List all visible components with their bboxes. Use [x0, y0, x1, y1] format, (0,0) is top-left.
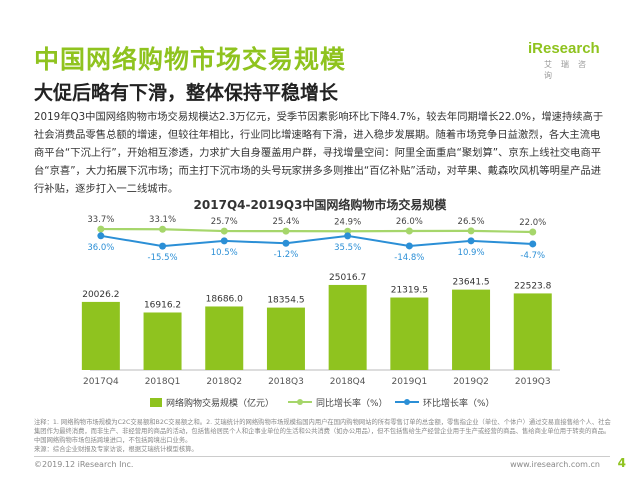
yoy-label-2017Q4: 33.7% [87, 215, 114, 225]
yoy-label-2018Q2: 25.7% [211, 217, 238, 227]
bar-label-2017Q4: 20026.2 [82, 290, 119, 300]
legend-label-bar: 网络购物交易规模（亿元） [166, 397, 274, 409]
qoq-label-2018Q3: -1.2% [274, 250, 299, 260]
bar-label-2019Q1: 21319.5 [391, 286, 428, 296]
yoy-label-2018Q4: 24.9% [334, 217, 361, 227]
qoq-point-2018Q1 [159, 242, 167, 250]
bar-2019Q3 [513, 293, 552, 370]
x-tick-2019Q1: 2019Q1 [391, 377, 427, 387]
qoq-line [100, 234, 533, 248]
qoq-point-2019Q3 [529, 240, 537, 248]
yoy-point-2019Q1 [405, 227, 413, 235]
qoq-label-2018Q2: 10.5% [211, 248, 238, 258]
footer-copyright: ©2019.12 iResearch Inc. [34, 460, 134, 469]
bar-2018Q1 [143, 312, 182, 370]
legend-label-qoq: 环比增长率（%） [423, 397, 495, 409]
x-tick-2017Q4: 2017Q4 [83, 377, 119, 387]
footer-url: www.iresearch.com.cn [510, 460, 600, 469]
notes-text: 注释：1. 网络购物市场规模为C2C交易额和B2C交易额之和。2. 艾瑞统计的网… [34, 419, 611, 444]
bar-2018Q3 [266, 307, 305, 370]
bar-2018Q2 [205, 306, 244, 370]
bar-label-2018Q4: 25016.7 [329, 273, 366, 283]
x-tick-2019Q2: 2019Q2 [453, 377, 489, 387]
bar-label-2018Q2: 18686.0 [206, 294, 243, 304]
yoy-line [100, 227, 533, 234]
legend-label-yoy: 同比增长率（%） [316, 397, 388, 409]
page-title: 中国网络购物市场交易规模 [34, 45, 347, 74]
qoq-point-2017Q4 [97, 232, 105, 240]
qoq-point-2018Q4 [344, 232, 352, 240]
yoy-point-2019Q3 [529, 228, 537, 236]
qoq-label-2019Q3: -4.7% [520, 251, 545, 261]
x-tick-2018Q3: 2018Q3 [268, 377, 304, 387]
logo-cn: 艾瑞咨询 [544, 60, 595, 80]
qoq-point-2018Q3 [282, 239, 290, 247]
chart-title: 2017Q4-2019Q3中国网络购物市场交易规模 [193, 198, 447, 212]
yoy-point-2018Q2 [220, 227, 228, 235]
bar-label-2019Q2: 23641.5 [452, 278, 489, 288]
qoq-label-2019Q2: 10.9% [458, 248, 485, 258]
notes: 注释：1. 网络购物市场规模为C2C交易额和B2C交易额之和。2. 艾瑞统计的网… [34, 418, 614, 454]
logo-brand: iResearch [528, 40, 600, 57]
bar-2017Q4 [81, 301, 120, 370]
x-tick-2018Q2: 2018Q2 [206, 377, 242, 387]
legend-swatch-bar [150, 398, 162, 407]
yoy-point-2018Q3 [282, 227, 290, 235]
qoq-label-2017Q4: 36.0% [87, 243, 114, 253]
yoy-point-2019Q2 [467, 227, 475, 235]
yoy-point-2018Q1 [159, 225, 167, 233]
qoq-point-2018Q2 [220, 237, 228, 245]
yoy-point-2017Q4 [97, 225, 105, 233]
page-subtitle: 大促后略有下滑，整体保持平稳增长 [34, 82, 339, 104]
summary-paragraph: 2019年Q3中国网络购物市场交易规模达2.3万亿元，受季节因素影响环比下降4.… [34, 111, 604, 195]
bar-label-2018Q3: 18354.5 [267, 296, 304, 306]
qoq-label-2018Q1: -15.5% [148, 253, 178, 263]
yoy-label-2019Q3: 22.0% [519, 218, 546, 228]
qoq-point-2019Q2 [467, 237, 475, 245]
x-tick-2018Q1: 2018Q1 [145, 377, 181, 387]
qoq-label-2019Q1: -14.8% [394, 253, 424, 263]
yoy-label-2019Q1: 26.0% [396, 217, 423, 227]
x-tick-2019Q3: 2019Q3 [515, 377, 551, 387]
legend-point-qoq [404, 399, 410, 405]
footer-divider [34, 456, 610, 457]
yoy-label-2018Q3: 25.4% [272, 217, 299, 227]
bar-label-2018Q1: 16916.2 [144, 300, 181, 310]
bar-label-2019Q3: 22523.8 [514, 281, 551, 291]
x-tick-2018Q4: 2018Q4 [330, 377, 366, 387]
yoy-label-2019Q2: 26.5% [458, 217, 485, 227]
legend-point-yoy [297, 399, 303, 405]
iresearch-logo: iResearch 艾瑞咨询 [528, 40, 608, 81]
yoy-label-2018Q1: 33.1% [149, 215, 176, 225]
bar-2019Q1 [390, 297, 429, 370]
bar-2019Q2 [452, 289, 491, 370]
notes-source: 来源：综合企业财报及专家访谈，根据艾瑞统计模型核算。 [34, 446, 198, 453]
page-number: 4 [617, 456, 626, 470]
bar-2018Q4 [328, 284, 367, 370]
qoq-label-2018Q4: 35.5% [334, 243, 361, 253]
qoq-point-2019Q1 [405, 242, 413, 250]
